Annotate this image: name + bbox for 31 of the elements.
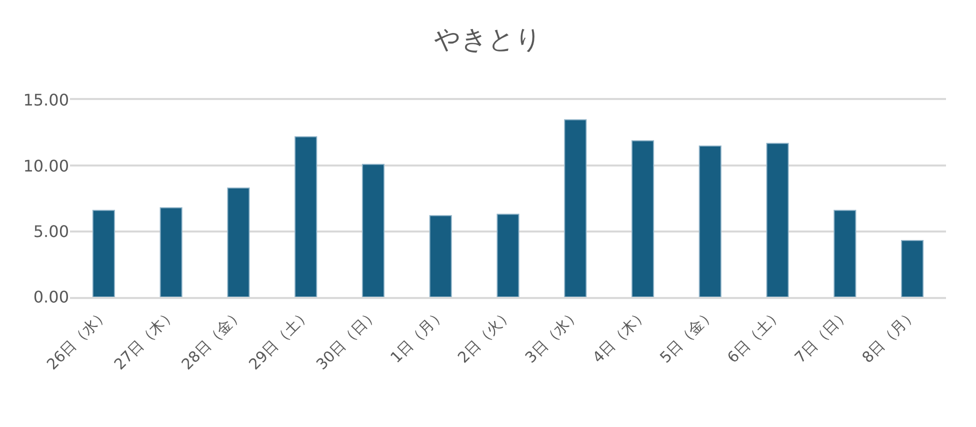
x-tick-label: 2日（火）	[454, 304, 516, 367]
bar	[698, 145, 722, 297]
bar	[496, 214, 520, 297]
x-tick-label: 26日（水）	[43, 304, 112, 374]
x-tick-label: 6日（土）	[724, 304, 786, 367]
bar	[429, 215, 452, 297]
bar	[362, 164, 385, 297]
x-tick-label: 7日（日）	[791, 304, 854, 367]
bar	[160, 207, 182, 297]
bar	[92, 210, 115, 297]
bar	[227, 187, 250, 297]
y-tick-label: 0.00	[33, 288, 69, 307]
x-tick-label: 5日（金）	[656, 304, 718, 367]
x-tick-label: 4日（木）	[588, 304, 651, 367]
bar	[564, 119, 587, 297]
x-tick-label: 3日（水）	[522, 304, 584, 367]
y-tick-label: 5.00	[33, 222, 69, 241]
x-tick-label: 29日（土）	[245, 304, 314, 374]
y-tick-label: 10.00	[23, 156, 69, 176]
bar	[901, 240, 924, 297]
x-tick-label: 28日（金）	[178, 304, 247, 374]
bar	[294, 136, 318, 297]
bar	[631, 140, 654, 297]
bar	[766, 142, 789, 297]
x-tick-label: 30日（日）	[312, 304, 382, 374]
chart-title: やきとり	[434, 25, 542, 56]
x-tick-label: 8日（月）	[858, 304, 920, 367]
y-tick-label: 15.00	[23, 90, 69, 110]
x-tick-label: 27日（木）	[110, 304, 180, 374]
bar	[834, 210, 856, 297]
x-tick-label: 1日（月）	[386, 304, 449, 367]
